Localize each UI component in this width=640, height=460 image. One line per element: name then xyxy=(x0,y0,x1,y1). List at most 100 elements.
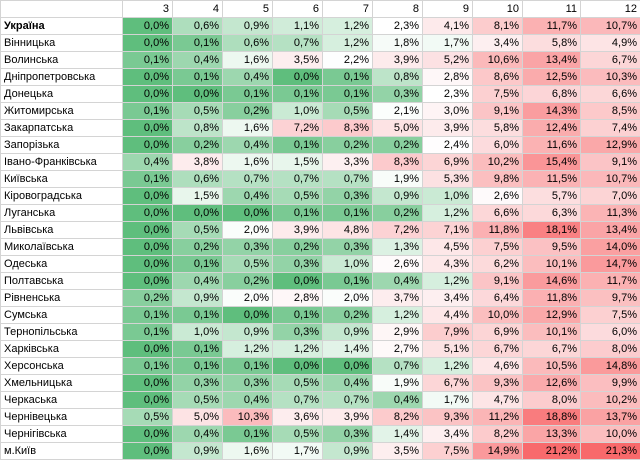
value-cell[interactable]: 6,3% xyxy=(523,205,581,222)
value-cell[interactable]: 13,7% xyxy=(581,409,640,426)
value-cell[interactable]: 0,1% xyxy=(173,69,223,86)
value-cell[interactable]: 5,7% xyxy=(523,188,581,205)
value-cell[interactable]: 0,3% xyxy=(323,426,373,443)
value-cell[interactable]: 18,1% xyxy=(523,222,581,239)
value-cell[interactable]: 1,2% xyxy=(273,341,323,358)
corner-cell[interactable] xyxy=(1,1,123,18)
value-cell[interactable]: 0,1% xyxy=(123,358,173,375)
value-cell[interactable]: 0,3% xyxy=(223,239,273,256)
value-cell[interactable]: 3,5% xyxy=(373,443,423,460)
value-cell[interactable]: 21,2% xyxy=(523,443,581,460)
value-cell[interactable]: 0,1% xyxy=(173,341,223,358)
value-cell[interactable]: 0,2% xyxy=(223,103,273,120)
value-cell[interactable]: 1,7% xyxy=(423,392,473,409)
value-cell[interactable]: 0,0% xyxy=(273,358,323,375)
value-cell[interactable]: 13,4% xyxy=(581,222,640,239)
value-cell[interactable]: 0,3% xyxy=(323,239,373,256)
value-cell[interactable]: 8,5% xyxy=(581,103,640,120)
value-cell[interactable]: 0,5% xyxy=(173,222,223,239)
value-cell[interactable]: 1,2% xyxy=(423,273,473,290)
column-header[interactable]: 6 xyxy=(273,1,323,18)
value-cell[interactable]: 0,1% xyxy=(223,426,273,443)
value-cell[interactable]: 4,6% xyxy=(473,358,523,375)
value-cell[interactable]: 8,0% xyxy=(523,392,581,409)
value-cell[interactable]: 12,4% xyxy=(523,120,581,137)
value-cell[interactable]: 7,0% xyxy=(581,188,640,205)
value-cell[interactable]: 0,2% xyxy=(223,273,273,290)
value-cell[interactable]: 0,1% xyxy=(273,86,323,103)
value-cell[interactable]: 12,5% xyxy=(523,69,581,86)
value-cell[interactable]: 0,4% xyxy=(123,154,173,171)
value-cell[interactable]: 3,3% xyxy=(323,154,373,171)
value-cell[interactable]: 10,6% xyxy=(473,52,523,69)
value-cell[interactable]: 2,6% xyxy=(473,188,523,205)
value-cell[interactable]: 0,2% xyxy=(123,290,173,307)
value-cell[interactable]: 0,1% xyxy=(123,307,173,324)
value-cell[interactable]: 0,0% xyxy=(123,443,173,460)
value-cell[interactable]: 0,9% xyxy=(223,18,273,35)
value-cell[interactable]: 0,6% xyxy=(173,18,223,35)
value-cell[interactable]: 1,6% xyxy=(223,443,273,460)
value-cell[interactable]: 0,3% xyxy=(373,86,423,103)
value-cell[interactable]: 6,8% xyxy=(523,86,581,103)
value-cell[interactable]: 8,3% xyxy=(323,120,373,137)
value-cell[interactable]: 0,5% xyxy=(273,426,323,443)
value-cell[interactable]: 0,5% xyxy=(173,103,223,120)
value-cell[interactable]: 0,4% xyxy=(373,392,423,409)
value-cell[interactable]: 0,0% xyxy=(123,392,173,409)
value-cell[interactable]: 1,6% xyxy=(223,120,273,137)
value-cell[interactable]: 0,2% xyxy=(273,239,323,256)
value-cell[interactable]: 1,4% xyxy=(323,341,373,358)
value-cell[interactable]: 11,8% xyxy=(473,222,523,239)
value-cell[interactable]: 10,3% xyxy=(223,409,273,426)
value-cell[interactable]: 11,7% xyxy=(581,273,640,290)
value-cell[interactable]: 11,5% xyxy=(523,171,581,188)
value-cell[interactable]: 0,0% xyxy=(123,256,173,273)
value-cell[interactable]: 7,5% xyxy=(473,86,523,103)
value-cell[interactable]: 0,1% xyxy=(273,137,323,154)
value-cell[interactable]: 0,1% xyxy=(273,307,323,324)
region-name-cell[interactable]: Херсонська xyxy=(1,358,123,375)
value-cell[interactable]: 0,9% xyxy=(173,443,223,460)
value-cell[interactable]: 7,9% xyxy=(423,324,473,341)
value-cell[interactable]: 2,6% xyxy=(373,256,423,273)
column-header[interactable]: 10 xyxy=(473,1,523,18)
value-cell[interactable]: 10,3% xyxy=(581,69,640,86)
value-cell[interactable]: 1,8% xyxy=(373,35,423,52)
value-cell[interactable]: 0,1% xyxy=(223,358,273,375)
value-cell[interactable]: 14,7% xyxy=(581,256,640,273)
value-cell[interactable]: 14,0% xyxy=(581,239,640,256)
value-cell[interactable]: 0,9% xyxy=(173,290,223,307)
value-cell[interactable]: 0,5% xyxy=(123,409,173,426)
value-cell[interactable]: 5,1% xyxy=(423,341,473,358)
region-name-cell[interactable]: Миколаївська xyxy=(1,239,123,256)
value-cell[interactable]: 7,2% xyxy=(373,222,423,239)
value-cell[interactable]: 5,3% xyxy=(423,171,473,188)
region-name-cell[interactable]: Рівненська xyxy=(1,290,123,307)
value-cell[interactable]: 0,0% xyxy=(123,239,173,256)
region-name-cell[interactable]: Львівська xyxy=(1,222,123,239)
value-cell[interactable]: 1,0% xyxy=(273,103,323,120)
value-cell[interactable]: 6,2% xyxy=(473,256,523,273)
region-name-cell[interactable]: Донецька xyxy=(1,86,123,103)
value-cell[interactable]: 0,2% xyxy=(323,307,373,324)
value-cell[interactable]: 1,5% xyxy=(173,188,223,205)
value-cell[interactable]: 7,4% xyxy=(581,120,640,137)
value-cell[interactable]: 10,1% xyxy=(523,324,581,341)
value-cell[interactable]: 0,0% xyxy=(123,375,173,392)
value-cell[interactable]: 6,7% xyxy=(473,341,523,358)
value-cell[interactable]: 3,9% xyxy=(373,52,423,69)
value-cell[interactable]: 0,1% xyxy=(123,52,173,69)
value-cell[interactable]: 1,2% xyxy=(323,18,373,35)
value-cell[interactable]: 18,8% xyxy=(523,409,581,426)
value-cell[interactable]: 4,9% xyxy=(581,35,640,52)
value-cell[interactable]: 7,5% xyxy=(423,443,473,460)
region-name-cell[interactable]: Харківська xyxy=(1,341,123,358)
value-cell[interactable]: 9,5% xyxy=(523,239,581,256)
value-cell[interactable]: 0,5% xyxy=(323,103,373,120)
value-cell[interactable]: 2,0% xyxy=(223,290,273,307)
value-cell[interactable]: 0,2% xyxy=(373,137,423,154)
value-cell[interactable]: 10,0% xyxy=(581,426,640,443)
value-cell[interactable]: 0,1% xyxy=(173,35,223,52)
value-cell[interactable]: 10,1% xyxy=(523,256,581,273)
